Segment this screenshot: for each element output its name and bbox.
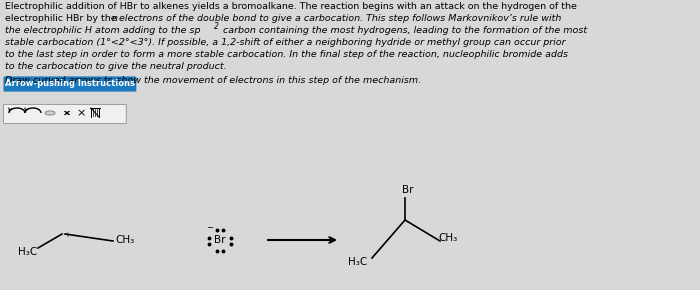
Text: 2: 2: [214, 22, 218, 31]
Text: n: n: [111, 14, 118, 23]
Text: H₃C: H₃C: [348, 257, 368, 267]
Text: Arrow-pushing Instructions: Arrow-pushing Instructions: [5, 79, 135, 88]
Text: electrons of the double bond to give a carbocation. This step follows Markovniko: electrons of the double bond to give a c…: [116, 14, 561, 23]
Text: stable carbocation (1°<2°<3°). If possible, a 1,2-shift of either a neighboring : stable carbocation (1°<2°<3°). If possib…: [5, 38, 566, 47]
Text: CH₃: CH₃: [115, 235, 134, 245]
Text: to the carbocation to give the neutral product.: to the carbocation to give the neutral p…: [5, 62, 227, 71]
Text: carbon containing the most hydrogens, leading to the formation of the most: carbon containing the most hydrogens, le…: [220, 26, 587, 35]
Text: Electrophilic addition of HBr to alkenes yields a bromoalkane. The reaction begi: Electrophilic addition of HBr to alkenes…: [5, 2, 577, 11]
Text: the electrophilic H atom adding to the sp: the electrophilic H atom adding to the s…: [5, 26, 200, 35]
Text: H₃C: H₃C: [18, 247, 37, 257]
Circle shape: [45, 111, 55, 115]
Text: CH₃: CH₃: [438, 233, 457, 243]
Text: ×: ×: [76, 108, 85, 118]
Text: Br: Br: [214, 235, 225, 245]
Text: to the last step in order to form a more stable carbocation. In the final step o: to the last step in order to form a more…: [5, 50, 568, 59]
Text: electrophilic HBr by the: electrophilic HBr by the: [5, 14, 120, 23]
FancyBboxPatch shape: [4, 77, 136, 92]
Text: +: +: [64, 232, 70, 238]
Text: Draw curved arrows to show the movement of electrons in this step of the mechani: Draw curved arrows to show the movement …: [5, 76, 421, 85]
Text: −: −: [206, 224, 214, 233]
FancyBboxPatch shape: [4, 104, 126, 124]
Text: Br: Br: [402, 185, 414, 195]
